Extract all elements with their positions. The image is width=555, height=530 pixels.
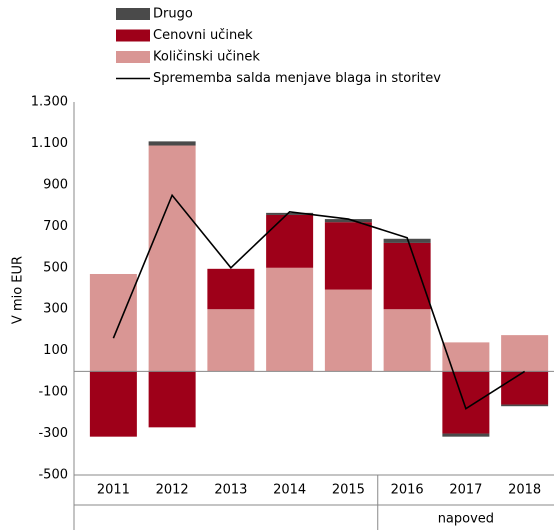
- y-axis-label: V mio EUR: [11, 256, 26, 324]
- x-tick-label: 2017: [449, 483, 482, 498]
- bar: [324, 289, 372, 372]
- x-tick-label: 2011: [97, 483, 130, 498]
- bar: [266, 214, 314, 268]
- line: [112, 193, 526, 410]
- legend-swatch: [116, 8, 150, 20]
- y-tick-label: -500: [38, 468, 68, 483]
- y-tick-label: 1.300: [31, 95, 68, 110]
- bar: [324, 219, 372, 223]
- y-tick-label: 500: [43, 260, 68, 275]
- annotation: napoved: [438, 512, 494, 527]
- bar: [383, 242, 431, 310]
- bar: [89, 273, 137, 372]
- bar: [383, 309, 431, 372]
- bar: [501, 404, 549, 407]
- x-tick-label: 2012: [156, 483, 189, 498]
- bar: [148, 141, 196, 146]
- bar: [148, 371, 196, 428]
- x-tick-label: 2014: [273, 483, 306, 498]
- bar: [207, 309, 255, 372]
- y-tick-label: 1.100: [31, 136, 68, 151]
- bar: [442, 433, 490, 437]
- bar: [324, 222, 372, 290]
- bar: [89, 371, 137, 437]
- x-tick-label: 2016: [391, 483, 424, 498]
- legend-label: Količinski učinek: [153, 50, 260, 65]
- y-tick-label: -300: [38, 426, 68, 441]
- y-tick-label: -100: [38, 385, 68, 400]
- legend-label: Cenovni učinek: [153, 28, 253, 43]
- bar: [442, 342, 490, 372]
- x-tick-label: 2013: [214, 483, 247, 498]
- bar: [501, 335, 549, 372]
- x-tick-label: 2018: [508, 483, 541, 498]
- y-tick-label: 100: [43, 343, 68, 358]
- bar: [383, 238, 431, 243]
- bar: [266, 267, 314, 372]
- y-tick-label: 300: [43, 302, 68, 317]
- bar: [148, 145, 196, 372]
- legend-swatch: [116, 51, 150, 63]
- legend-swatch: [116, 29, 150, 42]
- bar: [501, 371, 549, 405]
- y-tick-label: 900: [43, 177, 68, 192]
- bar: [207, 268, 255, 310]
- y-tick-label: 700: [43, 219, 68, 234]
- bar: [442, 371, 490, 434]
- bar: [266, 212, 314, 215]
- legend-label: Drugo: [153, 7, 193, 22]
- x-tick-label: 2015: [332, 483, 365, 498]
- legend-label: Sprememba salda menjave blaga in storite…: [153, 71, 441, 86]
